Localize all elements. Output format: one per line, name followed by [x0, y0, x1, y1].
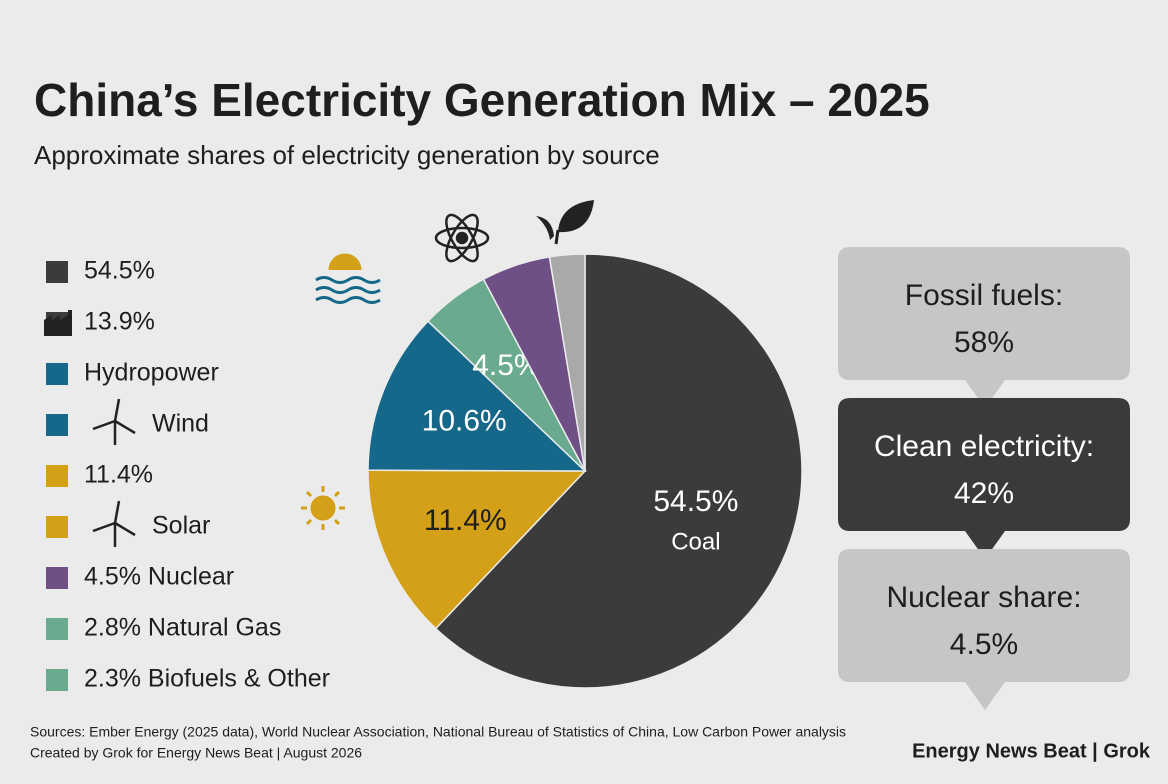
pie-slice — [548, 253, 586, 472]
pie-slice — [367, 320, 587, 472]
callout-label: Fossil fuels: — [905, 279, 1063, 312]
legend-swatch — [46, 414, 68, 436]
turbine-blade — [92, 419, 116, 431]
legend-swatch — [46, 465, 68, 487]
pie-slice — [367, 469, 587, 630]
chart-title: China’s Electricity Generation Mix – 202… — [34, 74, 930, 126]
slice-label: 11.4% — [424, 504, 507, 537]
legend-swatch — [46, 516, 68, 538]
hydro-icon — [315, 253, 381, 304]
credit: Created by Grok for Energy News Beat | A… — [30, 745, 362, 761]
leaf-icon — [536, 200, 594, 245]
callout-box — [838, 398, 1130, 559]
turbine-blade — [114, 419, 136, 435]
legend-label: 4.5% Nuclear — [84, 563, 234, 591]
callout-label: Nuclear share: — [886, 581, 1081, 614]
legend-label: 54.5% — [84, 257, 155, 285]
callouts: Fossil fuels: 58% Clean electricity: 42% Nuc… — [838, 247, 1130, 710]
legend-label: Solar — [152, 512, 210, 540]
legend-label: 2.8% Natural Gas — [84, 614, 281, 642]
sun-icon — [301, 486, 345, 530]
callout-value: 58% — [954, 326, 1014, 359]
callout-label: Clean electricity: — [874, 430, 1094, 463]
brand: Energy News Beat | Grok — [912, 740, 1151, 762]
factory-icon — [44, 310, 72, 336]
sources: Sources: Ember Energy (2025 data), World… — [30, 724, 846, 740]
legend-label: 13.9% — [84, 308, 155, 336]
legend-label: 11.4% — [84, 461, 153, 489]
legend-label: Wind — [152, 410, 209, 438]
turbine-blade — [114, 521, 136, 537]
callout-box — [838, 247, 1130, 408]
legend-label: 2.3% Biofuels & Other — [84, 665, 330, 693]
slice-label: 54.5% — [653, 485, 738, 518]
callout-value: 4.5% — [950, 628, 1018, 661]
callout-value: 42% — [954, 477, 1014, 510]
callout-box — [838, 549, 1130, 710]
atom-icon — [434, 213, 490, 263]
legend-label: Hydropower — [84, 359, 219, 387]
pie-slice — [434, 253, 803, 689]
turbine-blade — [113, 500, 121, 524]
legend-swatch — [46, 567, 68, 589]
turbine-icon — [92, 398, 136, 445]
legend-swatch — [46, 669, 68, 691]
turbine-blade — [92, 521, 116, 533]
slice-label: 10.6% — [422, 404, 507, 437]
chart-subtitle: Approximate shares of electricity genera… — [34, 140, 660, 170]
turbine-icon — [92, 500, 136, 547]
slice-category: Coal — [671, 529, 720, 556]
legend-swatch — [46, 618, 68, 640]
legend: 54.5% 13.9% Hydropower Wind 11.4% Solar 4.5% N… — [44, 257, 330, 693]
legend-swatch — [46, 363, 68, 385]
turbine-blade — [113, 398, 121, 422]
legend-swatch — [46, 261, 68, 283]
